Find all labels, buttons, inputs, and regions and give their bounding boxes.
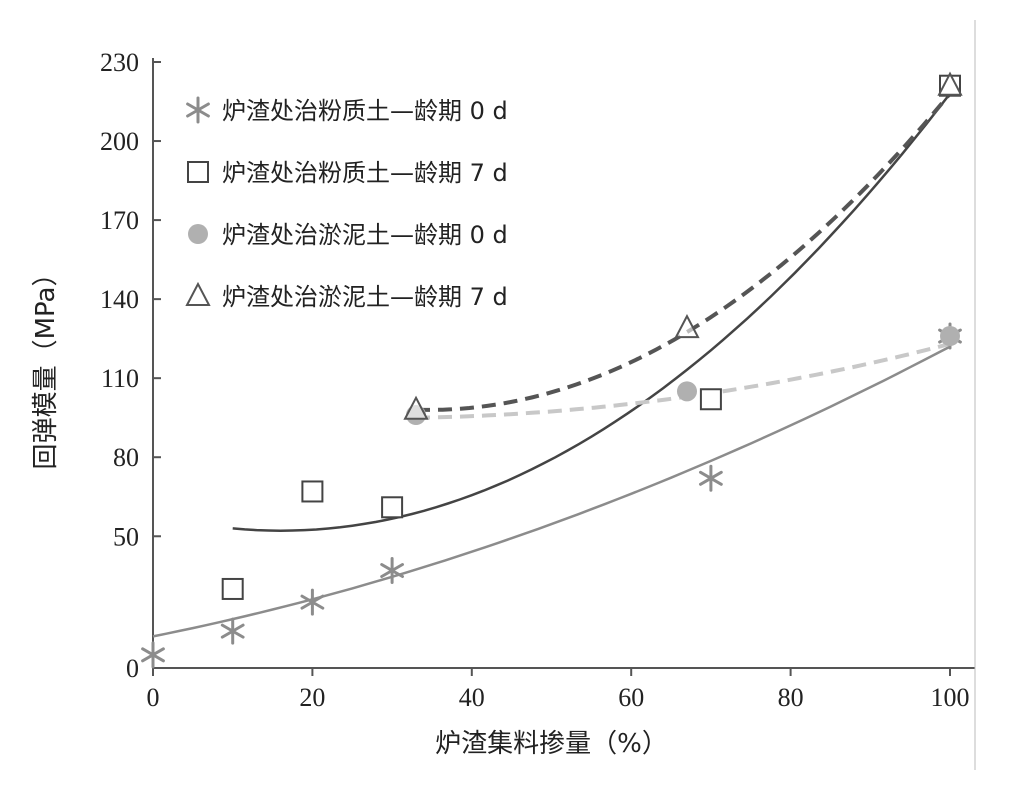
legend-marker-1 xyxy=(186,96,210,124)
ticks: 0 50 80 110 140 170 200 230 0 20 40 60 80 100 xyxy=(100,48,970,712)
x-tick-label: 40 xyxy=(459,683,485,712)
y-tick-label: 110 xyxy=(101,364,139,393)
data-point-series-1 xyxy=(300,588,325,616)
data-point-series-2 xyxy=(381,496,404,519)
data-point-series-4 xyxy=(937,71,963,96)
trendline-series-1 xyxy=(152,345,951,638)
data-point-series-2 xyxy=(301,480,324,503)
legend-label-3: 炉渣处治淤泥土—龄期 0 d xyxy=(222,221,508,249)
y-axis-title: 回弹模量（MPa） xyxy=(31,261,61,470)
legend: 炉渣处治粉质土—龄期 0 d 炉渣处治粉质土—龄期 7 d 炉渣处治淤泥土—龄期 0… xyxy=(185,96,508,311)
data-points xyxy=(141,71,963,669)
data-point-series-1 xyxy=(699,464,723,492)
legend-marker-3 xyxy=(188,224,208,244)
trendline-series-4 xyxy=(415,92,952,412)
axes xyxy=(152,20,976,770)
y-tick-label: 50 xyxy=(113,522,139,551)
x-tick-label: 100 xyxy=(931,683,970,712)
data-point-series-4 xyxy=(403,395,429,420)
y-tick-label: 0 xyxy=(126,654,139,683)
data-point-series-3 xyxy=(940,326,960,347)
y-tick-label: 80 xyxy=(113,443,139,472)
legend-marker-2 xyxy=(187,161,209,183)
trendline-series-3 xyxy=(415,341,951,420)
y-tick-label: 170 xyxy=(100,206,139,235)
x-axis-title: 炉渣集料掺量（%） xyxy=(435,729,668,759)
data-point-series-1 xyxy=(380,557,404,585)
data-point-series-2 xyxy=(699,388,722,411)
data-point-series-2 xyxy=(221,577,244,600)
legend-label-1: 炉渣处治粉质土—龄期 0 d xyxy=(222,97,508,125)
legend-label-4: 炉渣处治淤泥土—龄期 7 d xyxy=(222,283,508,311)
legend-label-2: 炉渣处治粉质土—龄期 7 d xyxy=(222,159,508,187)
x-tick-label: 80 xyxy=(778,683,804,712)
y-tick-label: 200 xyxy=(100,127,139,156)
legend-marker-4 xyxy=(185,281,211,306)
trendline-series-2 xyxy=(232,92,951,532)
data-point-series-3 xyxy=(676,381,697,402)
x-tick-label: 60 xyxy=(618,683,644,712)
x-tick-label: 0 xyxy=(147,683,160,712)
data-point-series-1 xyxy=(141,641,165,669)
data-point-series-4 xyxy=(674,313,700,339)
y-tick-label: 230 xyxy=(100,48,139,77)
data-point-series-1 xyxy=(220,617,245,645)
y-tick-label: 140 xyxy=(100,285,139,314)
x-tick-label: 20 xyxy=(299,683,325,712)
